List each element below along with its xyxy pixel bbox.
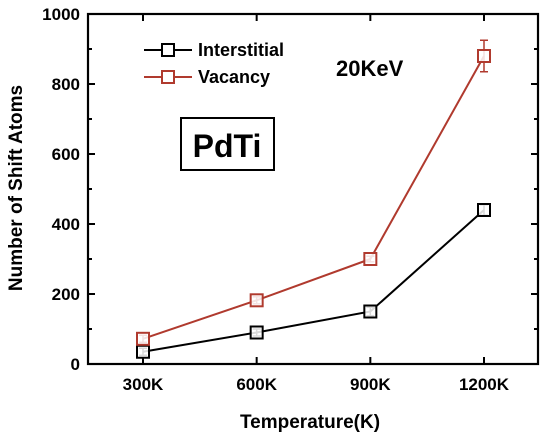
data-point-vacancy <box>136 331 150 346</box>
series-line-vacancy <box>142 55 485 340</box>
legend-label-interstitial: Interstitial <box>198 40 284 60</box>
data-point-interstitial <box>363 304 378 319</box>
series-vacancy <box>136 39 491 346</box>
y-tick-label: 600 <box>52 145 80 164</box>
x-tick-label: 300K <box>123 375 164 394</box>
legend-label-vacancy: Vacancy <box>198 67 270 87</box>
plot-border <box>86 12 540 366</box>
legend-item-interstitial: Interstitial <box>144 40 284 60</box>
y-axis-label: Number of Shift Atoms <box>6 85 27 291</box>
legend-item-vacancy: Vacancy <box>144 67 270 87</box>
y-tick-label: 200 <box>52 285 80 304</box>
y-axis-ticks: 0 200 400 600 800 1000 <box>42 5 538 374</box>
y-tick-label: 1000 <box>42 5 80 24</box>
legend-marker-interstitial <box>161 43 175 57</box>
material-label-box <box>180 117 275 171</box>
material-annotation: PdTi <box>193 128 262 164</box>
data-point-interstitial <box>477 203 491 217</box>
data-point-vacancy <box>477 49 491 63</box>
plot-frame <box>86 12 540 366</box>
x-axis-label: Temperature(K) <box>240 412 380 433</box>
legend: Interstitial Vacancy <box>144 40 284 87</box>
series-line-interstitial <box>142 209 485 353</box>
x-tick-label: 1200K <box>459 375 510 394</box>
x-tick-label: 600K <box>236 375 277 394</box>
y-tick-label: 800 <box>52 75 80 94</box>
legend-marker-vacancy <box>161 70 175 84</box>
energy-annotation: 20KeV <box>336 56 404 81</box>
x-tick-label: 900K <box>350 375 391 394</box>
data-point-vacancy <box>363 252 378 266</box>
series-interstitial <box>136 203 491 359</box>
data-point-vacancy <box>249 293 264 308</box>
x-axis-ticks: 300K 600K 900K 1200K <box>123 14 510 394</box>
series-layer <box>136 39 491 359</box>
data-point-interstitial <box>136 344 150 359</box>
y-tick-label: 400 <box>52 215 80 234</box>
y-tick-label: 0 <box>71 355 80 374</box>
data-point-interstitial <box>249 325 264 340</box>
